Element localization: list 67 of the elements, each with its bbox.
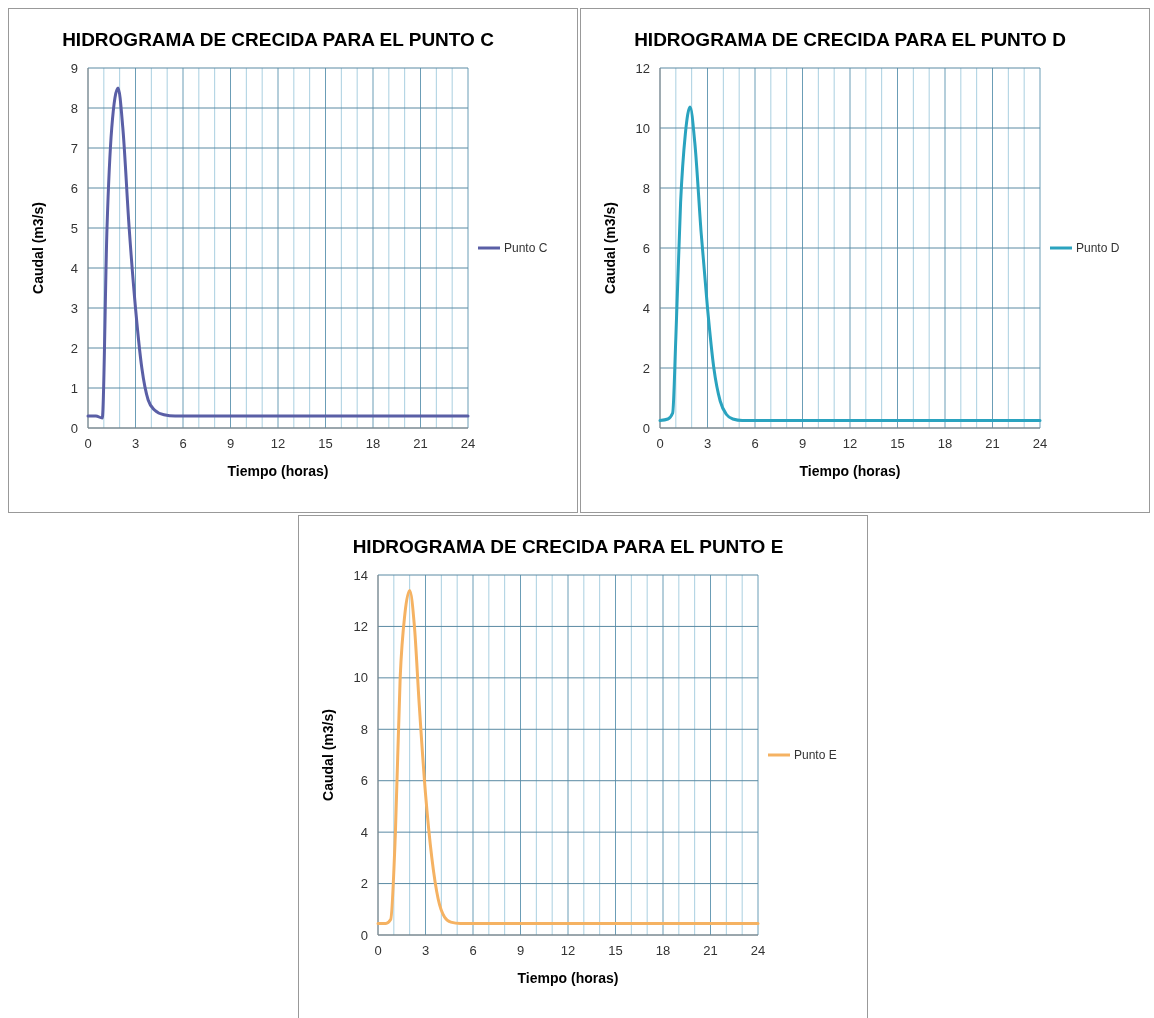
x-tick-label: 9 <box>226 436 235 451</box>
chart-title: HIDROGRAMA DE CRECIDA PARA EL PUNTO C <box>62 29 495 50</box>
y-tick-label: 2 <box>642 360 650 376</box>
y-tick-label: 8 <box>360 721 368 737</box>
y-tick-label: 2 <box>70 340 78 356</box>
chart-title: HIDROGRAMA DE CRECIDA PARA EL PUNTO E <box>352 536 784 557</box>
y-tick-label: 0 <box>360 927 368 943</box>
x-tick-label: 0 <box>84 436 92 451</box>
y-tick-label: 3 <box>70 300 78 316</box>
y-tick-label: 12 <box>353 618 368 634</box>
x-tick-label: 3 <box>421 943 430 958</box>
x-tick-label: 12 <box>842 436 858 451</box>
x-tick-label: 12 <box>270 436 286 451</box>
y-tick-label: 5 <box>70 220 78 236</box>
y-axis-title: Caudal (m3/s) <box>602 202 618 294</box>
x-axis-title: Tiempo (horas) <box>517 970 619 986</box>
line-series <box>658 105 1042 422</box>
y-tick-label: 6 <box>70 180 78 196</box>
x-tick-label: 15 <box>318 436 333 451</box>
legend-label: Punto D <box>1076 241 1120 256</box>
y-tick-label: 10 <box>635 120 650 136</box>
x-tick-label: 9 <box>516 943 525 958</box>
y-tick-label: 12 <box>635 60 650 76</box>
y-tick-label: 6 <box>642 240 650 256</box>
x-tick-label: 15 <box>890 436 905 451</box>
y-tick-label: 2 <box>360 876 368 892</box>
y-tick-label: 0 <box>70 420 78 436</box>
y-tick-label: 9 <box>70 60 78 76</box>
y-tick-label: 8 <box>642 180 650 196</box>
x-tick-label: 24 <box>1032 436 1048 451</box>
x-tick-label: 0 <box>656 436 664 451</box>
x-tick-label: 24 <box>750 943 766 958</box>
x-tick-label: 18 <box>937 436 953 451</box>
y-tick-label: 4 <box>642 300 650 316</box>
x-tick-label: 21 <box>985 436 1000 451</box>
y-tick-label: 7 <box>70 140 78 156</box>
x-tick-label: 6 <box>179 436 187 451</box>
line-series <box>86 86 470 420</box>
legend-label: Punto E <box>794 748 837 763</box>
x-tick-label: 21 <box>413 436 428 451</box>
y-axis-title: Caudal (m3/s) <box>30 202 46 294</box>
y-axis-title: Caudal (m3/s) <box>320 709 336 801</box>
x-axis-title: Tiempo (horas) <box>799 463 901 479</box>
x-tick-label: 6 <box>751 436 759 451</box>
x-axis-title: Tiempo (horas) <box>227 463 329 479</box>
y-tick-label: 4 <box>70 260 78 276</box>
y-tick-label: 0 <box>642 420 650 436</box>
x-tick-label: 3 <box>703 436 712 451</box>
y-tick-label: 14 <box>353 567 368 583</box>
y-tick-label: 6 <box>360 773 368 789</box>
x-tick-label: 3 <box>131 436 140 451</box>
x-tick-label: 18 <box>365 436 381 451</box>
y-tick-label: 8 <box>70 100 78 116</box>
x-tick-label: 0 <box>374 943 382 958</box>
y-tick-label: 1 <box>70 380 78 396</box>
x-tick-label: 24 <box>460 436 476 451</box>
x-tick-label: 15 <box>608 943 623 958</box>
x-tick-label: 21 <box>703 943 718 958</box>
x-tick-label: 9 <box>798 436 807 451</box>
x-tick-label: 6 <box>469 943 477 958</box>
chart-title: HIDROGRAMA DE CRECIDA PARA EL PUNTO D <box>634 29 1066 50</box>
y-tick-label: 10 <box>353 670 368 686</box>
line-series <box>376 588 760 925</box>
y-tick-label: 4 <box>360 824 368 840</box>
x-tick-label: 12 <box>560 943 576 958</box>
x-tick-label: 18 <box>655 943 671 958</box>
legend-label: Punto C <box>504 241 548 256</box>
